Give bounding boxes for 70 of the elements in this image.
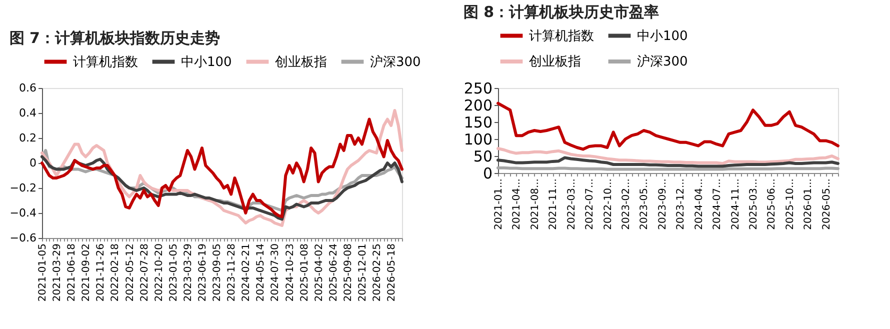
y-tick-label: 50 [473, 148, 492, 166]
chart-title: 图 7：计算机板块指数历史走势 [9, 29, 220, 47]
legend-label: 中小100 [637, 28, 688, 44]
y-tick-label: 0 [30, 156, 36, 170]
x-tick-label: 2021-04... [512, 178, 523, 230]
x-tick-label: 2021-03-29 [52, 244, 64, 302]
x-tick-label: 2024-04... [694, 178, 705, 230]
y-tick-label: 0.6 [19, 82, 36, 94]
y-tick-label: −0.2 [10, 182, 36, 194]
x-tick-label: 2025-12-01 [358, 244, 368, 302]
x-tick-label: 2025-10... [784, 178, 796, 230]
x-tick-label: 2023-05... [639, 178, 650, 230]
x-tick-label: 2022-07-28 [139, 244, 150, 302]
x-tick-label: 2023-12... [676, 178, 687, 230]
x-tick-label: 2024-10-23 [284, 244, 296, 302]
x-tick-label: 2024-11... [730, 178, 742, 230]
x-tick-label: 2025-09-08 [342, 244, 354, 302]
x-tick-label: 2023-02... [621, 178, 632, 230]
y-tick-label: 0.4 [19, 106, 36, 120]
x-tick-label: 2022-05-12 [124, 244, 136, 302]
legend-label: 计算机指数 [529, 28, 594, 44]
y-tick-label: −0.4 [10, 206, 36, 220]
x-tick-label: 2024-05-14 [256, 244, 267, 302]
x-tick-label: 2023-09-05 [212, 244, 224, 302]
legend-label: 计算机指数 [73, 54, 138, 70]
legend-label: 沪深300 [637, 54, 688, 70]
x-tick-label: 2022-07... [584, 178, 596, 230]
x-tick-label: 2022-10-20 [154, 244, 165, 302]
legend-label: 中小100 [181, 54, 232, 70]
chart-title: 图 8：计算机板块历史市盈率 [463, 3, 660, 21]
x-tick-label: 2025-06... [766, 178, 778, 230]
x-tick-label: 2026-05-18 [386, 244, 398, 302]
x-tick-label: 2022-02-18 [110, 244, 122, 302]
x-tick-label: 2025-04-02 [314, 244, 325, 302]
line-series [496, 147, 840, 165]
x-tick-label: 2026-02-25 [372, 244, 384, 302]
x-tick-label: 2023-09... [657, 178, 668, 230]
y-tick-label: 150 [464, 114, 492, 132]
x-tick-label: 2023-03-29 [182, 244, 194, 302]
x-tick-label: 2021-11-26 [96, 244, 107, 302]
y-tick-label: 0.2 [19, 132, 36, 144]
x-tick-label: 2021-06-18 [66, 244, 78, 302]
x-tick-label: 2025-06-24 [328, 244, 340, 302]
legend-label: 沪深300 [370, 54, 421, 70]
x-tick-label: 2021-09-02 [81, 244, 92, 302]
x-tick-label: 2024-07-30 [270, 244, 282, 302]
x-tick-label: 2024-02-21 [241, 244, 252, 302]
x-tick-label: 2025-03... [748, 178, 760, 230]
line-series [496, 102, 840, 151]
x-tick-label: 2024-07... [712, 178, 724, 230]
x-tick-label: 2022-03... [566, 178, 578, 230]
x-tick-label: 2023-01-05 [168, 244, 180, 302]
y-tick-label: 100 [464, 130, 492, 148]
y-tick-label: −0.6 [10, 232, 36, 244]
y-tick-label: 0 [482, 164, 492, 182]
x-tick-label: 2021-01... [494, 178, 504, 230]
x-tick-label: 2021-08... [530, 178, 541, 230]
x-tick-label: 2022-10... [602, 178, 614, 230]
x-tick-label: 2021-01-05 [38, 244, 48, 302]
legend-label: 创业板指 [275, 54, 327, 70]
x-tick-label: 2026-05... [821, 178, 832, 230]
x-tick-label: 2026-01... [803, 178, 814, 230]
x-tick-label: 2023-06-19 [198, 244, 208, 302]
legend-label: 创业板指 [529, 54, 581, 70]
x-tick-label: 2023-11-28 [226, 244, 238, 302]
y-tick-label: 250 [464, 80, 492, 98]
x-tick-label: 2021-11... [548, 178, 560, 230]
line-series [496, 156, 840, 168]
x-tick-label: 2025-01-08 [299, 244, 310, 302]
y-tick-label: 200 [464, 96, 492, 114]
